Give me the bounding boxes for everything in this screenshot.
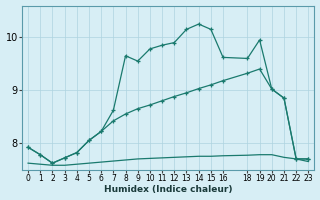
X-axis label: Humidex (Indice chaleur): Humidex (Indice chaleur) [104,185,232,194]
